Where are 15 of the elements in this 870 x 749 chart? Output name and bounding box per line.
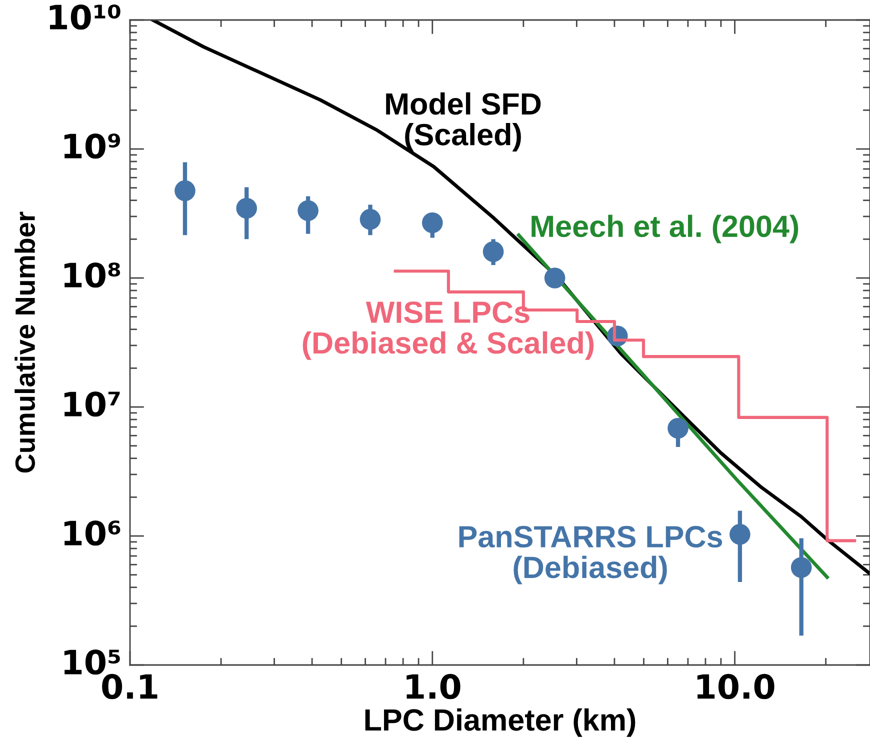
y-tick-label: 10⁹ <box>64 133 120 159</box>
x-tick-label: 0.1 <box>102 674 158 700</box>
series-label: PanSTARRS LPCs (Debiased) <box>459 526 722 584</box>
y-axis-title: Cumulative Number <box>14 212 36 473</box>
x-tick-label: 10.0 <box>697 674 774 700</box>
y-tick-label: 10⁶ <box>64 520 120 546</box>
series-label: Meech et al. (2004) <box>532 214 798 244</box>
y-tick-label: 10⁵ <box>64 649 120 675</box>
y-tick-label: 10⁷ <box>64 391 120 417</box>
series-label: WISE LPCs (Debiased & Scaled) <box>302 301 594 360</box>
x-tick-label: 1.0 <box>406 674 460 700</box>
y-tick-label: 10¹⁰ <box>50 4 120 30</box>
series-label: Model SFD (Scaled) <box>386 92 541 152</box>
x-axis-title: LPC Diameter (km) <box>365 708 636 737</box>
y-tick-label: 10⁸ <box>64 262 120 288</box>
